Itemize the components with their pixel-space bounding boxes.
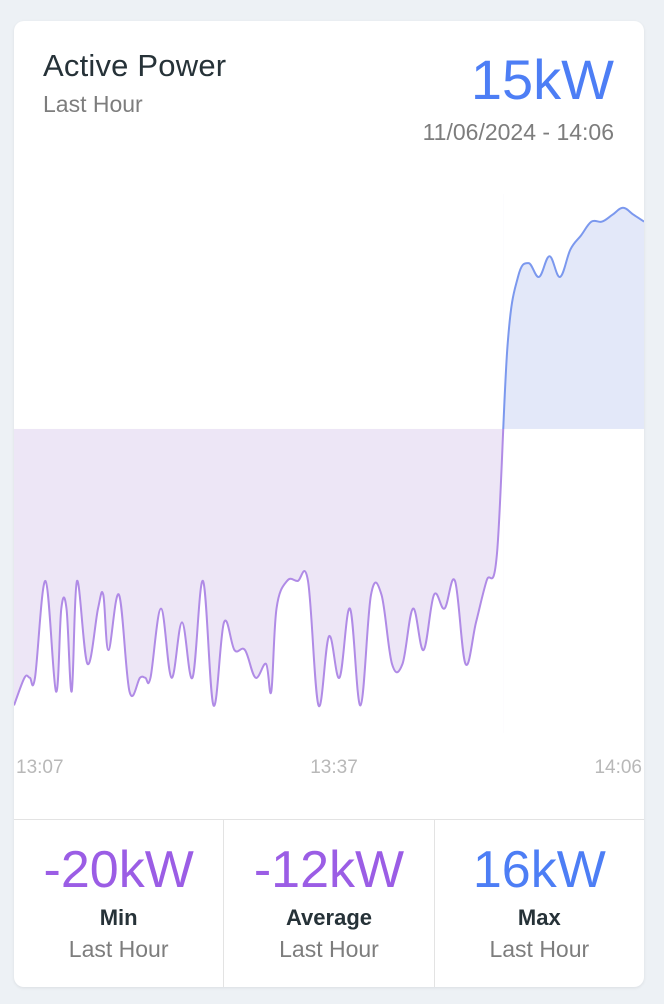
stat-max-label: Max	[517, 905, 561, 930]
card-subtitle: Last Hour	[43, 91, 143, 117]
power-line-negative	[14, 428, 505, 708]
stat-max-period: Last Hour	[489, 936, 590, 962]
stat-min: -20kW Min Last Hour	[14, 820, 223, 987]
active-power-chart: 13:07 13:37 14:06	[14, 154, 644, 778]
x-tick-label: 13:07	[16, 757, 64, 778]
power-line-positive	[502, 206, 644, 429]
x-tick-label: 13:37	[310, 757, 358, 778]
stat-average-value: -12kW	[253, 841, 405, 899]
stat-min-label: Min	[99, 905, 138, 930]
timestamp: 11/06/2024 - 14:06	[422, 119, 614, 145]
active-power-card: 13:07 13:37 14:06 Active Power Last Hour 1…	[14, 21, 644, 987]
positive-area-mask	[503, 154, 644, 428]
current-value: 15kW	[470, 48, 614, 111]
stat-min-value: -20kW	[43, 841, 194, 899]
stat-min-period: Last Hour	[68, 936, 169, 962]
card-title: Active Power	[43, 48, 227, 83]
stat-average-period: Last Hour	[279, 936, 379, 962]
stat-average-label: Average	[285, 905, 372, 930]
stat-average: -12kW Average Last Hour	[223, 820, 433, 987]
negative-area-mask	[14, 428, 504, 773]
stat-max: 16kW Max Last Hour	[433, 820, 644, 987]
stat-max-value: 16kW	[472, 841, 606, 899]
stats-row: -20kW Min Last Hour -12kW Average Last H…	[14, 819, 644, 987]
x-tick-label: 14:06	[594, 757, 642, 778]
